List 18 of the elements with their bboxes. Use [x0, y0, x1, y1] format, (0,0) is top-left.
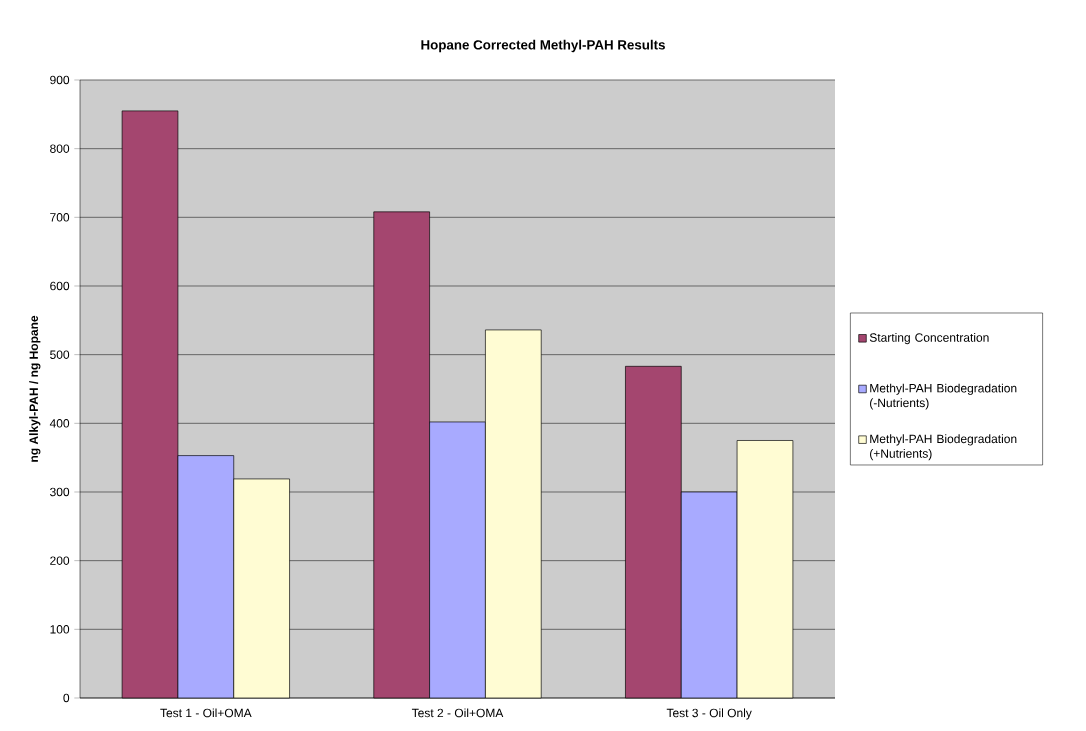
- y-tick-label: 400: [49, 419, 70, 428]
- y-tick-label: 200: [50, 556, 70, 565]
- y-tick-label: 300: [50, 487, 70, 497]
- y-axis-title: ng Alkyl-PAH / ng Hopane: [29, 315, 41, 462]
- y-tick-label: 700: [50, 213, 70, 222]
- chart-title: Hopane Corrected Methyl-PAH Results: [421, 39, 665, 53]
- x-tick-label: Test 3 - Oil Only: [666, 708, 752, 720]
- y-tick-label: 0: [63, 693, 70, 703]
- x-tick-label: Test 1 - Oil+OMA: [160, 708, 252, 718]
- y-tick-label: 100: [50, 625, 70, 634]
- legend-label: Methyl-PAH Biodegradation (+Nutrients): [870, 434, 1017, 461]
- y-tick-label: 900: [50, 75, 70, 85]
- legend-label: Starting Concentration: [869, 332, 989, 345]
- legend-label: Methyl-PAH Biodegradation (-Nutrients): [870, 383, 1017, 410]
- y-tick-label: 800: [50, 144, 70, 153]
- y-tick-label: 600: [50, 281, 70, 291]
- x-tick-label: Test 2 - Oil+OMA: [411, 708, 504, 718]
- y-tick-label: 500: [50, 350, 70, 359]
